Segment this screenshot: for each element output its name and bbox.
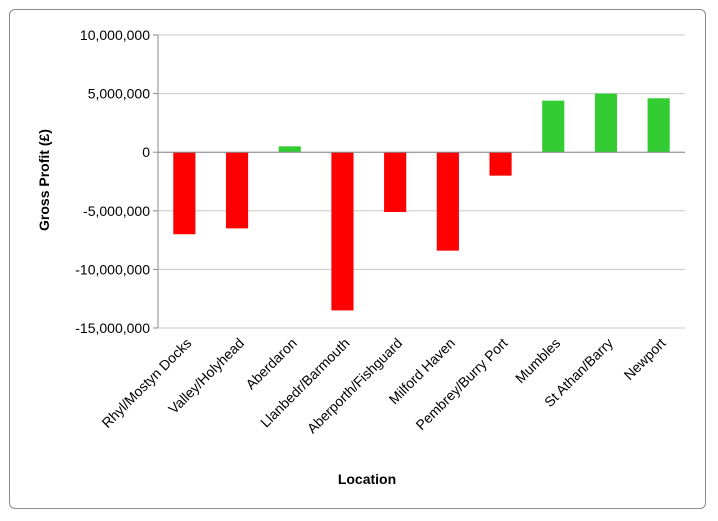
y-tick-labels: 10,000,000 5,000,000 0 -5,000,000 -10,000,00… <box>75 27 150 336</box>
bar-llanbedr-barmouth <box>331 152 354 311</box>
bar-valley-holyhead <box>225 152 249 229</box>
axes <box>153 34 685 329</box>
chart-frame <box>9 9 706 509</box>
y-axis-title: Gross Profit (£) <box>36 129 52 231</box>
bar-aberporth-fishguard <box>384 152 407 212</box>
bar-st-athan-barry <box>594 93 618 153</box>
bars <box>173 93 670 311</box>
y-tick-label: -15,000,000 <box>75 320 150 336</box>
bar-milford-haven <box>436 152 459 251</box>
y-tick-label: 5,000,000 <box>88 86 150 102</box>
category-labels: Rhyl/Mostyn DocksValley/HolyheadAberdaro… <box>98 335 668 437</box>
bar-mumbles <box>542 100 565 153</box>
category-label: Newport <box>621 335 669 383</box>
bar-newport <box>647 98 670 153</box>
y-tick-label: -5,000,000 <box>83 203 150 219</box>
bar-pembrey-burry-port <box>489 152 512 176</box>
bar-rhyl-mostyn-docks <box>173 152 196 235</box>
x-axis-title: Location <box>338 471 396 487</box>
category-label: Llanbedr/Barmouth <box>257 335 353 431</box>
bar-aberdaron <box>278 146 301 153</box>
y-tick-label: -10,000,000 <box>75 261 150 277</box>
category-label: Aberporth/Fishguard <box>304 335 406 437</box>
y-tick-label: 10,000,000 <box>80 27 150 43</box>
category-label: Rhyl/Mostyn Docks <box>98 335 194 431</box>
category-label: Pembrey/Burry Port <box>412 335 510 433</box>
y-tick-label: 0 <box>142 144 150 160</box>
category-label: Mumbles <box>512 335 563 386</box>
